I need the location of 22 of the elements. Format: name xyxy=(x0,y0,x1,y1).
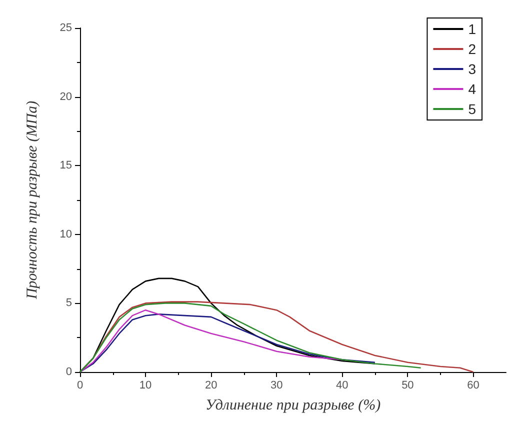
x-tick-label: 50 xyxy=(402,380,414,392)
x-tick-label: 40 xyxy=(336,380,348,392)
x-tick-label: 10 xyxy=(139,380,152,392)
x-tick-label: 0 xyxy=(76,380,84,392)
legend-label: 3 xyxy=(468,61,476,77)
y-tick-label: 15 xyxy=(60,160,72,172)
y-tick-label: 10 xyxy=(60,228,72,240)
legend-label: 2 xyxy=(468,41,476,57)
x-tick-label: 20 xyxy=(204,380,218,392)
y-tick-label: 20 xyxy=(60,90,72,103)
x-tick-label: 60 xyxy=(467,380,480,392)
line-series xyxy=(79,302,422,373)
legend-label: 5 xyxy=(468,101,476,117)
y-axis-title: Прочность при разрыве (МПа) xyxy=(24,100,40,300)
legend-label: 1 xyxy=(468,21,476,37)
legend-label: 4 xyxy=(468,81,476,97)
y-tick-label: 5 xyxy=(66,297,72,310)
x-axis-title: Удлинение при разрыве (%) xyxy=(205,398,381,414)
y-tick-label: 0 xyxy=(66,366,72,378)
x-tick-label: 30 xyxy=(270,380,283,392)
line-series xyxy=(79,314,376,373)
y-tick-label: 25 xyxy=(60,22,72,34)
